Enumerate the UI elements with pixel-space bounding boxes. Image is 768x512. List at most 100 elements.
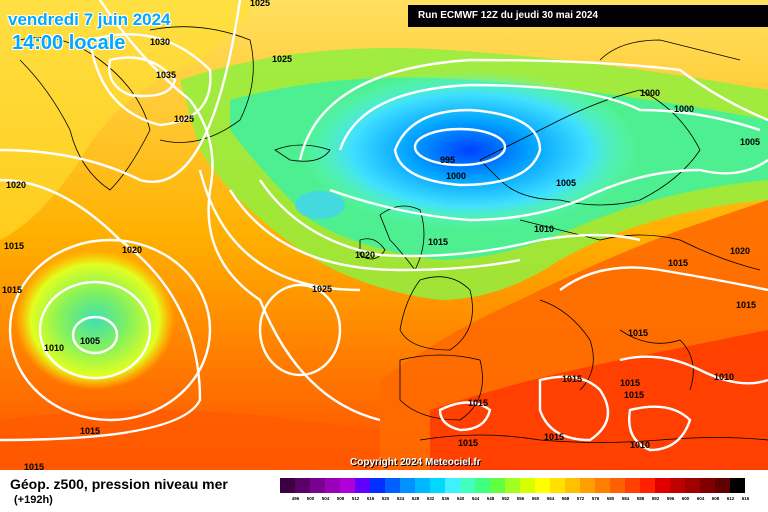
color-scale-cell [460, 478, 475, 493]
color-scale-label: 576 [591, 496, 600, 501]
pressure-label: 1015 [428, 237, 448, 247]
isobar-1000b [338, 83, 761, 151]
weather-map: 1025 1030 1035 1025 1025 1020 1015 1015 … [0, 0, 768, 470]
color-scale-cell [700, 478, 715, 493]
isobar-1020-atl [0, 178, 202, 442]
pressure-label: 1015 [24, 462, 44, 470]
pressure-label: 1015 [736, 300, 756, 310]
pressure-label: 1005 [556, 178, 576, 188]
color-scale-label: 580 [606, 496, 615, 501]
color-scale-cell [535, 478, 550, 493]
color-scale-label: 572 [576, 496, 585, 501]
isobar-1030 [88, 33, 212, 127]
color-scale-cell [670, 478, 685, 493]
isobar-1010-se [619, 355, 768, 385]
isobar-1005 [298, 58, 768, 161]
pressure-label: 1025 [312, 284, 332, 294]
map-title: Géop. z500, pression niveau mer [10, 476, 228, 492]
isobar-1025-north [0, 0, 242, 183]
color-scale-label: 604 [696, 496, 705, 501]
isobar-1005-atl [71, 315, 119, 355]
color-scale-label: 516 [366, 496, 375, 501]
copyright-text: Copyright 2024 Meteociel.fr [350, 457, 481, 468]
forecast-date: vendredi 7 juin 2024 [8, 10, 171, 29]
color-scale-cell [415, 478, 430, 493]
pressure-label: 1015 [468, 398, 488, 408]
pressure-label: 1015 [668, 258, 688, 268]
map-canvas: 1025 1030 1035 1025 1025 1020 1015 1015 … [0, 0, 768, 470]
footer-bar: Géop. z500, pression niveau mer (+192h) … [0, 470, 768, 512]
pressure-label: 1025 [174, 114, 194, 124]
color-scale-cell [280, 478, 295, 493]
color-scale-cell [340, 478, 355, 493]
pressure-label: 1015 [80, 426, 100, 436]
pressure-label: 1015 [628, 328, 648, 338]
color-scale-label: 504 [321, 496, 330, 501]
pressure-label: 1020 [122, 245, 142, 255]
color-scale-label: 588 [636, 496, 645, 501]
color-scale-cell [430, 478, 445, 493]
isobar-995 [413, 127, 507, 167]
pressure-label: 1015 [624, 390, 644, 400]
pressure-label: 1015 [2, 285, 22, 295]
color-scale-cell [505, 478, 520, 493]
color-scale-cell [550, 478, 565, 493]
forecast-range: (+192h) [14, 494, 53, 506]
pressure-label: 1020 [730, 246, 750, 256]
isobar-1025-south [258, 283, 342, 377]
color-scale-label: 584 [621, 496, 630, 501]
color-scale-label: 568 [561, 496, 570, 501]
coastlines [19, 26, 768, 443]
model-run-banner: Run ECMWF 12Z du jeudi 30 mai 2024 [408, 5, 768, 27]
color-scale-label: 512 [351, 496, 360, 501]
isobar-1015 [228, 189, 521, 272]
color-scale-cell [355, 478, 370, 493]
color-scale-cell [715, 478, 730, 493]
isobar-1020-long [99, 0, 381, 422]
color-scale [280, 478, 745, 493]
pressure-label: 1030 [150, 37, 170, 47]
color-scale-cell [565, 478, 580, 493]
color-scale-cell [295, 478, 310, 493]
color-scale-cell [610, 478, 625, 493]
color-scale-cell [475, 478, 490, 493]
color-scale-cell [490, 478, 505, 493]
color-scale-label: 556 [516, 496, 525, 501]
pressure-label: 1020 [355, 250, 375, 260]
color-scale-cell [625, 478, 640, 493]
pressure-label: 1020 [6, 180, 26, 190]
isobar-1015-atl [8, 238, 212, 422]
atlantic-low [15, 250, 175, 390]
small-low [295, 191, 345, 219]
pressure-label: 1015 [4, 241, 24, 251]
isobar-1015-med [538, 375, 610, 442]
pressure-label: 1015 [562, 374, 582, 384]
isobar-1010 [259, 179, 641, 258]
pressure-label: 1010 [44, 343, 64, 353]
isobar-1010-atl [38, 280, 152, 380]
color-scale-label: 596 [666, 496, 675, 501]
isobar-1010-east [628, 405, 692, 452]
color-scale-label: 536 [441, 496, 450, 501]
isobar-1015-east [559, 266, 768, 292]
color-scale-label: 560 [531, 496, 540, 501]
pressure-label: 1010 [534, 224, 554, 234]
color-scale-cell [640, 478, 655, 493]
color-scale-cell [325, 478, 340, 493]
pressure-label: 1000 [446, 171, 466, 181]
pressure-label: 1035 [156, 70, 176, 80]
pressure-label: 1000 [674, 104, 694, 114]
isobar-1000 [393, 108, 542, 187]
color-scale-label: 608 [711, 496, 720, 501]
color-scale-label: 528 [411, 496, 420, 501]
color-scale-label: 496 [291, 496, 300, 501]
color-scale-cell [310, 478, 325, 493]
color-scale-label: 508 [336, 496, 345, 501]
color-scale-label: 540 [456, 496, 465, 501]
color-scale-cell [655, 478, 670, 493]
color-scale-cell [445, 478, 460, 493]
color-scale-label: 612 [726, 496, 735, 501]
color-scale-label: 532 [426, 496, 435, 501]
color-scale-cell [595, 478, 610, 493]
